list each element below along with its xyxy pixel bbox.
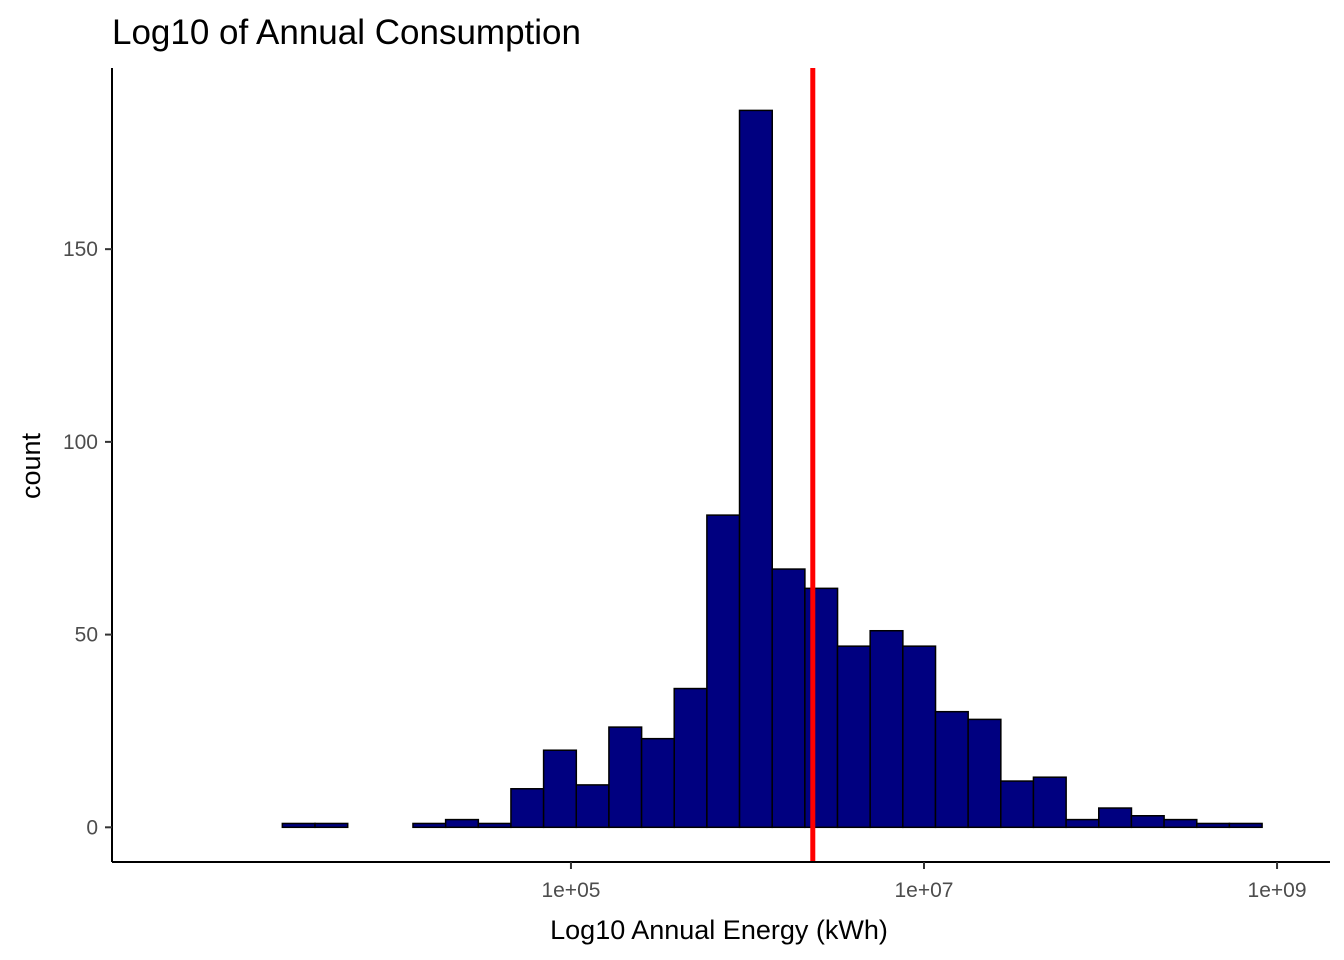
histogram-bar xyxy=(1032,776,1067,829)
histogram-bar xyxy=(673,687,708,829)
histogram-bar xyxy=(902,645,937,829)
histogram-bar xyxy=(804,587,839,829)
histogram-bar xyxy=(1163,818,1198,829)
histogram-bar xyxy=(608,726,643,829)
histogram-bar xyxy=(738,109,773,829)
histogram-bar xyxy=(1000,780,1035,829)
x-tick-label: 1e+09 xyxy=(1248,879,1307,902)
y-tick-label: 50 xyxy=(75,624,98,647)
chart-title: Log10 of Annual Consumption xyxy=(112,13,581,52)
histogram-bar xyxy=(1195,822,1231,829)
histogram-bar xyxy=(575,784,610,829)
histogram-bar xyxy=(412,822,447,829)
y-tick-label: 150 xyxy=(63,238,98,261)
x-tick-label: 1e+05 xyxy=(541,879,600,902)
x-axis-title: Log10 Annual Energy (kWh) xyxy=(550,915,888,945)
x-axis-ticks: 1e+05 1e+07 1e+09 xyxy=(541,862,1307,902)
y-tick-label: 100 xyxy=(63,431,98,454)
histogram-bar xyxy=(934,710,969,829)
y-tick-label: 0 xyxy=(86,816,98,839)
histogram-bar xyxy=(771,568,806,829)
histogram-bar xyxy=(1098,807,1133,829)
histogram-bar xyxy=(281,822,316,829)
y-axis-title: count xyxy=(16,432,46,499)
histogram-bars xyxy=(281,109,1263,829)
histogram-bar xyxy=(967,718,1002,829)
histogram-bar xyxy=(444,818,480,829)
histogram-bar xyxy=(836,645,871,829)
histogram-bar xyxy=(314,822,349,829)
histogram-bar xyxy=(706,514,741,829)
histogram-bar xyxy=(542,749,578,829)
histogram-bar xyxy=(1065,818,1100,829)
histogram-bar xyxy=(640,737,676,829)
y-axis-ticks: 0 50 100 150 xyxy=(63,238,112,839)
histogram-bar xyxy=(1228,822,1263,829)
histogram-bar xyxy=(510,788,545,829)
histogram-bar xyxy=(1130,815,1165,829)
histogram-bar xyxy=(477,822,512,829)
histogram-bar xyxy=(869,629,904,829)
x-tick-label: 1e+07 xyxy=(895,879,954,902)
